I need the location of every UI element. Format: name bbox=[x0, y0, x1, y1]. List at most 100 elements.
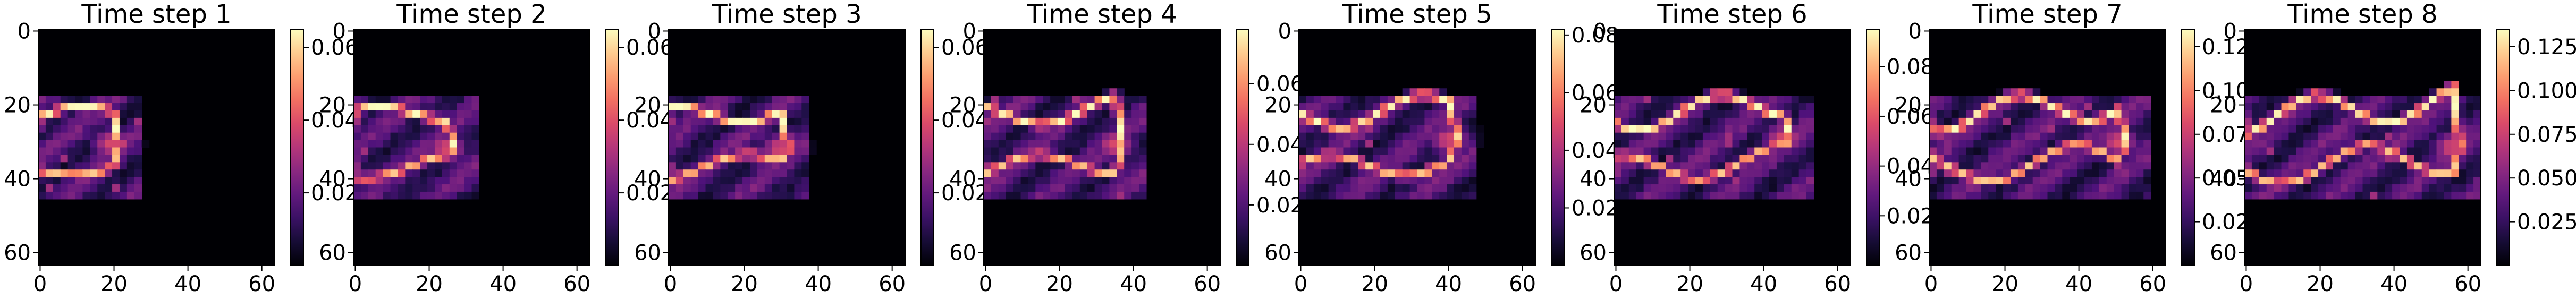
heatmap-cell bbox=[2385, 132, 2393, 141]
heatmap-cell bbox=[2414, 191, 2422, 200]
heatmap-cell bbox=[2129, 184, 2136, 192]
heatmap-cell bbox=[1343, 169, 1351, 177]
heatmap-cell bbox=[1806, 155, 1814, 163]
heatmap-cell bbox=[1409, 88, 1418, 96]
heatmap-cell bbox=[2370, 169, 2378, 177]
heatmap-cell bbox=[1365, 96, 1373, 104]
heatmap-cell bbox=[998, 110, 1007, 118]
heatmap-cell bbox=[2032, 117, 2041, 126]
heatmap-cell bbox=[794, 110, 802, 118]
heatmap-cell bbox=[360, 125, 369, 133]
heatmap-cell bbox=[779, 169, 788, 177]
heatmap-cell bbox=[749, 117, 758, 126]
heatmap-cell bbox=[1439, 103, 1447, 111]
heatmap-cell bbox=[353, 132, 361, 141]
colorbar-tick-label: 0.125 bbox=[2517, 35, 2576, 59]
heatmap-cell bbox=[375, 96, 384, 104]
heatmap-cell bbox=[2362, 184, 2371, 192]
heatmap-cell bbox=[1087, 184, 1095, 192]
heatmap-cell bbox=[1006, 169, 1014, 177]
heatmap-cell bbox=[1769, 117, 1777, 126]
heatmap-cell bbox=[1725, 88, 1733, 96]
heatmap-cell bbox=[405, 191, 413, 200]
heatmap-cell bbox=[2281, 140, 2290, 148]
heatmap-cell bbox=[2451, 184, 2459, 192]
heatmap-cell bbox=[1402, 140, 1411, 148]
heatmap-cell bbox=[1717, 162, 1726, 170]
heatmap-cell bbox=[1139, 169, 1147, 177]
heatmap-cell bbox=[2340, 184, 2349, 192]
heatmap-cell bbox=[1365, 125, 1373, 133]
heatmap-cell bbox=[749, 169, 758, 177]
heatmap-cell bbox=[1079, 177, 1088, 185]
heatmap-cell bbox=[801, 155, 809, 163]
heatmap-cell bbox=[1387, 140, 1396, 148]
heatmap-cell bbox=[998, 125, 1007, 133]
heatmap-cell bbox=[1732, 88, 1741, 96]
heatmap-cell bbox=[809, 140, 817, 148]
heatmap-cell bbox=[1447, 147, 1455, 156]
heatmap-cell bbox=[772, 162, 780, 170]
heatmap-cell bbox=[1806, 191, 1814, 200]
heatmap-cell bbox=[1643, 162, 1652, 170]
heatmap-cell bbox=[1432, 162, 1440, 170]
heatmap-cell bbox=[1306, 140, 1314, 148]
heatmap-cell bbox=[1680, 184, 1688, 192]
heatmap-cell bbox=[90, 110, 98, 118]
heatmap-cell bbox=[2136, 162, 2144, 170]
heatmap-cell bbox=[2274, 177, 2282, 185]
heatmap-cell bbox=[2077, 140, 2085, 148]
heatmap-cell bbox=[1754, 155, 1762, 163]
heatmap-cell bbox=[1072, 191, 1080, 200]
heatmap-cell bbox=[705, 132, 714, 141]
heatmap-cell bbox=[757, 191, 765, 200]
heatmap-cell bbox=[375, 103, 384, 111]
heatmap-cell bbox=[2032, 140, 2041, 148]
heatmap-cell bbox=[1424, 177, 1432, 185]
heatmap-cell bbox=[742, 103, 750, 111]
heatmap-cell bbox=[1306, 177, 1314, 185]
heatmap-cell bbox=[1328, 155, 1337, 163]
heatmap-cell bbox=[2436, 162, 2445, 170]
heatmap-cell bbox=[398, 155, 406, 163]
heatmap-cell bbox=[2400, 155, 2408, 163]
heatmap-cell bbox=[2003, 177, 2011, 185]
heatmap-cell bbox=[1702, 96, 1711, 104]
heatmap-cell bbox=[1102, 132, 1110, 141]
heatmap-cell bbox=[690, 169, 699, 177]
heatmap-cell bbox=[2288, 169, 2296, 177]
heatmap-cell bbox=[2077, 169, 2085, 177]
heatmap-cell bbox=[2473, 162, 2481, 170]
heatmap-cell bbox=[1358, 169, 1366, 177]
heatmap-cell bbox=[60, 125, 69, 133]
heatmap-cell bbox=[1417, 140, 1425, 148]
heatmap-cell bbox=[2274, 169, 2282, 177]
heatmap-cell bbox=[1717, 117, 1726, 126]
heatmap-cell bbox=[434, 110, 443, 118]
heatmap-cell bbox=[375, 191, 384, 200]
heatmap-cell bbox=[705, 191, 714, 200]
heatmap-cell bbox=[442, 103, 450, 111]
heatmap-cell bbox=[2106, 125, 2115, 133]
heatmap-cell bbox=[1776, 184, 1785, 192]
heatmap-cell bbox=[405, 103, 413, 111]
heatmap-cell bbox=[1936, 125, 1945, 133]
heatmap-cell bbox=[683, 103, 691, 111]
heatmap-cell bbox=[2377, 169, 2385, 177]
heatmap-cell bbox=[1806, 110, 1814, 118]
heatmap-cell bbox=[1313, 117, 1322, 126]
heatmap-cell bbox=[1636, 96, 1644, 104]
heatmap-cell bbox=[1651, 96, 1659, 104]
heatmap-cell bbox=[2062, 155, 2070, 163]
heatmap-cell bbox=[2047, 103, 2056, 111]
heatmap-cell bbox=[2362, 140, 2371, 148]
heatmap-cell bbox=[1124, 147, 1132, 156]
heatmap-cell bbox=[38, 103, 46, 111]
heatmap-cell bbox=[2466, 177, 2474, 185]
heatmap-cell bbox=[801, 103, 809, 111]
heatmap-cell bbox=[2244, 155, 2252, 163]
heatmap-cell bbox=[1988, 103, 1996, 111]
heatmap-cell bbox=[1710, 147, 1718, 156]
heatmap-cell bbox=[2406, 147, 2415, 156]
heatmap-cell bbox=[1784, 169, 1792, 177]
